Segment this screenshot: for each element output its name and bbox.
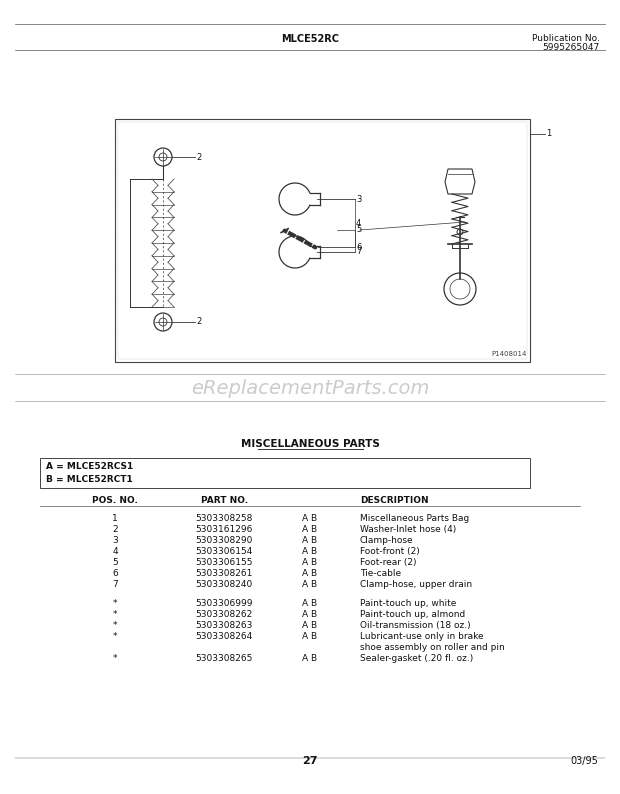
Text: 5303308261: 5303308261 [195,569,252,578]
Circle shape [154,148,172,166]
Text: A B: A B [303,547,317,556]
Polygon shape [445,169,475,194]
Text: 4: 4 [112,547,118,556]
Text: A B: A B [303,654,317,663]
Text: 6: 6 [112,569,118,578]
Text: 5303306999: 5303306999 [195,599,252,608]
Text: 5303308262: 5303308262 [195,610,252,619]
Text: A B: A B [303,610,317,619]
Text: Miscellaneous Parts Bag: Miscellaneous Parts Bag [360,514,469,523]
Bar [40,458,530,488]
Text: 5303308258: 5303308258 [195,514,252,523]
Text: *: * [113,621,117,630]
Bar [118,122,527,359]
Text: P1408014: P1408014 [492,351,527,357]
Text: Lubricant-use only in brake: Lubricant-use only in brake [360,632,484,641]
Text: 1: 1 [112,514,118,523]
Text: 5303308264: 5303308264 [195,632,252,641]
Text: Clamp-hose, upper drain: Clamp-hose, upper drain [360,580,472,589]
Text: Paint-touch up, white: Paint-touch up, white [360,599,456,608]
Text: 4: 4 [356,218,361,228]
Text: Foot-rear (2): Foot-rear (2) [360,558,417,567]
Text: 5: 5 [112,558,118,567]
Text: A B: A B [303,632,317,641]
Text: A = MLCE52RCS1: A = MLCE52RCS1 [46,462,133,471]
Circle shape [159,318,167,326]
Circle shape [444,273,476,305]
Text: DESCRIPTION: DESCRIPTION [360,496,428,505]
Text: POS. NO.: POS. NO. [92,496,138,505]
Text: *: * [113,599,117,608]
Text: *: * [113,654,117,663]
Text: 7: 7 [356,248,361,256]
Text: eReplacementParts.com: eReplacementParts.com [191,379,429,398]
Bar [115,119,530,362]
Text: Clamp-hose: Clamp-hose [360,536,414,545]
Text: MLCE52RC: MLCE52RC [281,34,339,44]
Text: B = MLCE52RCT1: B = MLCE52RCT1 [46,475,133,484]
Text: 1: 1 [546,129,551,138]
Text: 2: 2 [112,525,118,534]
Circle shape [450,279,470,299]
Text: A B: A B [303,558,317,567]
Text: 7: 7 [112,580,118,589]
Text: shoe assembly on roller and pin: shoe assembly on roller and pin [360,643,505,652]
Text: A B: A B [303,599,317,608]
Text: 27: 27 [303,756,317,766]
Text: Tie-cable: Tie-cable [360,569,401,578]
Text: 5303161296: 5303161296 [195,525,252,534]
Text: 3: 3 [356,195,361,203]
Text: 5: 5 [356,225,361,234]
Text: A B: A B [303,514,317,523]
Text: A B: A B [303,536,317,545]
Text: Publication No.: Publication No. [532,34,600,43]
Text: 5303308263: 5303308263 [195,621,252,630]
Text: PART NO.: PART NO. [202,496,249,505]
Text: Foot-front (2): Foot-front (2) [360,547,420,556]
Text: 5303308265: 5303308265 [195,654,252,663]
Text: 5995265047: 5995265047 [542,43,600,52]
Text: 2: 2 [196,152,202,161]
Text: A B: A B [303,569,317,578]
Text: Paint-touch up, almond: Paint-touch up, almond [360,610,465,619]
Text: 2: 2 [196,318,202,326]
Text: Washer-Inlet hose (4): Washer-Inlet hose (4) [360,525,456,534]
Text: 5303306154: 5303306154 [195,547,252,556]
Text: 6: 6 [356,243,361,252]
Text: MISCELLANEOUS PARTS: MISCELLANEOUS PARTS [241,439,379,449]
Text: A B: A B [303,580,317,589]
Text: 3: 3 [112,536,118,545]
Text: 03/95: 03/95 [570,756,598,766]
Text: Oil-transmission (18 oz.): Oil-transmission (18 oz.) [360,621,471,630]
Text: *: * [113,610,117,619]
Circle shape [159,153,167,161]
Text: A B: A B [303,621,317,630]
Circle shape [154,313,172,331]
Text: *: * [113,632,117,641]
Text: 5303308240: 5303308240 [195,580,252,589]
Text: 5303308290: 5303308290 [195,536,252,545]
Text: 5303306155: 5303306155 [195,558,252,567]
Text: A B: A B [303,525,317,534]
Circle shape [457,229,463,235]
Text: Sealer-gasket (.20 fl. oz.): Sealer-gasket (.20 fl. oz.) [360,654,473,663]
